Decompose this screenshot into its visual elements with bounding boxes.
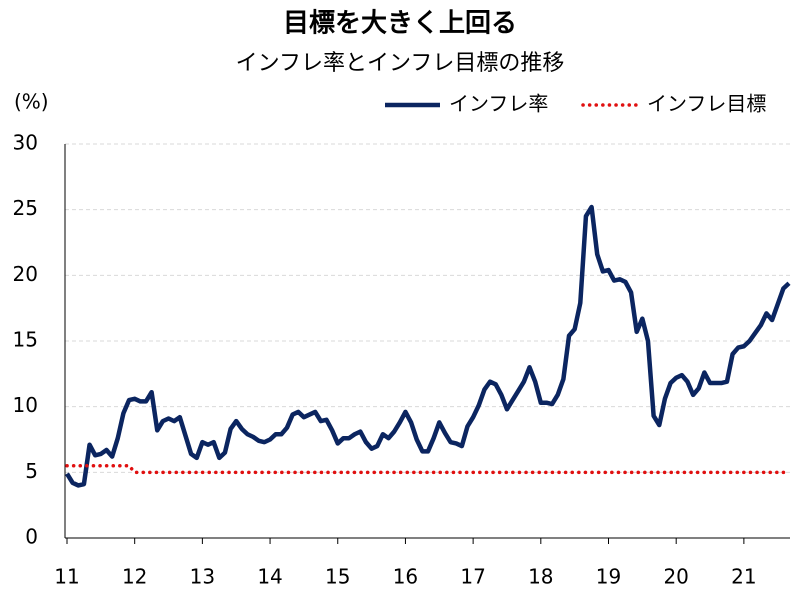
y-tick-label: 25 bbox=[13, 196, 38, 220]
y-tick-label: 5 bbox=[25, 459, 38, 483]
legend-label: インフレ目標 bbox=[647, 92, 766, 116]
x-tick-label: 17 bbox=[460, 565, 485, 589]
series-line bbox=[65, 464, 791, 475]
x-tick-label: 20 bbox=[663, 565, 688, 589]
chart-subtitle: インフレ率とインフレ目標の推移 bbox=[236, 51, 565, 76]
y-tick-label: 0 bbox=[25, 525, 38, 549]
x-tick-label: 12 bbox=[122, 565, 147, 589]
series-line bbox=[65, 204, 791, 488]
y-tick-label: 20 bbox=[13, 262, 38, 286]
x-tick-label: 18 bbox=[528, 565, 553, 589]
x-tick-label: 11 bbox=[54, 565, 79, 589]
x-tick-label: 19 bbox=[596, 565, 621, 589]
x-tick-label: 16 bbox=[393, 565, 418, 589]
y-axis-label: (%) bbox=[14, 90, 49, 114]
x-tick-label: 13 bbox=[190, 565, 215, 589]
legend-label: インフレ率 bbox=[449, 92, 548, 116]
y-tick-label: 15 bbox=[13, 328, 38, 352]
chart-title: 目標を大きく上回る bbox=[283, 9, 517, 39]
y-tick-label: 30 bbox=[13, 131, 38, 155]
x-tick-label: 15 bbox=[325, 565, 350, 589]
y-tick-label: 10 bbox=[13, 393, 38, 417]
x-tick-label: 14 bbox=[257, 565, 282, 589]
x-tick-label: 21 bbox=[731, 565, 756, 589]
